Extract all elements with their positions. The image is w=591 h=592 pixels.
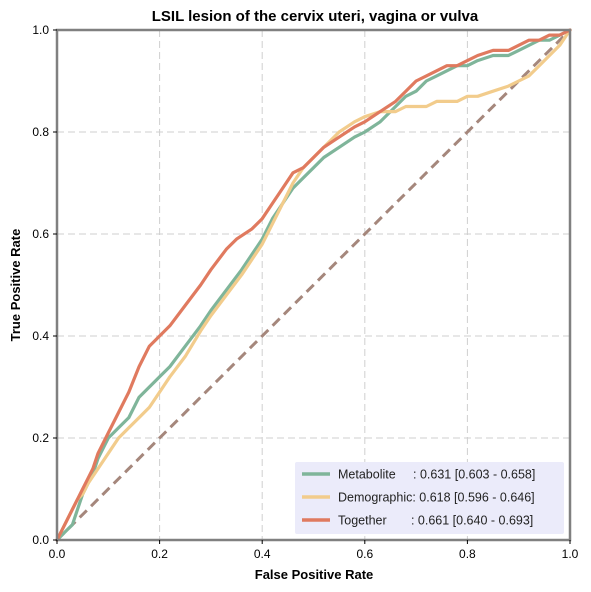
x-tick-label: 0.8	[459, 547, 476, 561]
y-axis-ticks: 0.0 0.2 0.4 0.6 0.8 1.0	[32, 23, 57, 547]
y-tick-label: 0.8	[32, 125, 49, 139]
x-tick-label: 0.0	[49, 547, 66, 561]
y-tick-label: 0.4	[32, 329, 49, 343]
grid	[57, 30, 570, 540]
y-tick-label: 1.0	[32, 23, 49, 37]
series-line-together	[55, 28, 572, 542]
chart-title: LSIL lesion of the cervix uteri, vagina …	[152, 8, 479, 25]
x-tick-label: 1.0	[562, 547, 579, 561]
y-axis-label: True Positive Rate	[8, 229, 23, 342]
y-tick-label: 0.6	[32, 227, 49, 241]
legend-label-demographic: Demographic: 0.618 [0.596 - 0.646]	[338, 491, 535, 505]
plot-frame	[55, 28, 572, 542]
legend-label-metabolite: Metabolite : 0.631 [0.603 - 0.658]	[338, 468, 535, 482]
x-axis-ticks: 0.0 0.2 0.4 0.6 0.8 1.0	[49, 540, 579, 561]
legend-label-together: Together : 0.661 [0.640 - 0.693]	[338, 514, 533, 528]
y-tick-label: 0.0	[32, 533, 49, 547]
x-axis-label: False Positive Rate	[255, 567, 374, 582]
legend-box	[295, 462, 564, 534]
chance-line	[55, 28, 572, 542]
reference-diagonal	[55, 28, 572, 542]
x-tick-label: 0.2	[151, 547, 168, 561]
series-group	[55, 28, 572, 542]
series-line-demographic	[55, 28, 572, 542]
x-tick-label: 0.6	[356, 547, 373, 561]
legend: Metabolite : 0.631 [0.603 - 0.658] Demogr…	[295, 462, 564, 534]
x-tick-label: 0.4	[254, 547, 271, 561]
y-tick-label: 0.2	[32, 431, 49, 445]
